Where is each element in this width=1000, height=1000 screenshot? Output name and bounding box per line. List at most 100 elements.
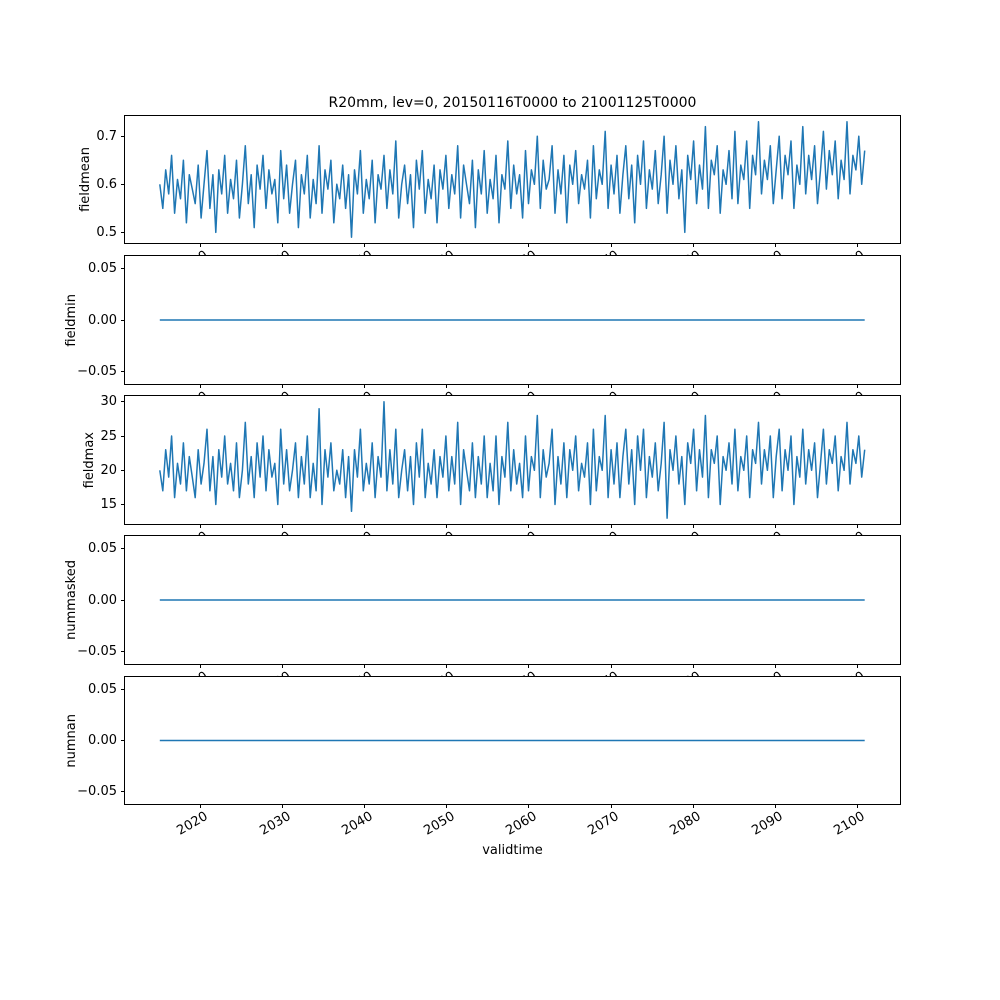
numnan-plot-area (159, 739, 865, 742)
x-tick-mark (692, 243, 694, 247)
x-tick-mark (282, 664, 284, 668)
x-tick-mark (610, 664, 612, 668)
x-tick-mark (528, 804, 530, 808)
fieldmax-series-line (159, 401, 866, 519)
x-tick-label: 2090 (749, 809, 786, 839)
y-tick-label: 25 (100, 428, 117, 444)
x-tick-mark (200, 243, 202, 247)
subplot-fieldmean: fieldmean 0.50.60.7202020302040205020602… (78, 115, 901, 278)
x-tick-mark (774, 243, 776, 247)
y-tick-label: 15 (100, 496, 117, 512)
x-tick-mark (282, 524, 284, 528)
subplot-nummasked: nummasked −0.050.000.0520202030204020502… (64, 535, 901, 699)
x-tick-label: 2020 (174, 809, 212, 839)
y-tick-mark (121, 435, 125, 437)
y-tick-mark (121, 503, 125, 505)
x-tick-mark (364, 384, 366, 388)
x-tick-mark (364, 524, 366, 528)
y-tick-label: 0.05 (88, 541, 117, 557)
y-tick-mark (121, 740, 125, 741)
x-tick-mark (364, 804, 366, 808)
x-tick-label: 2050 (421, 809, 458, 839)
y-tick-mark (121, 401, 125, 403)
y-tick-label: 0.6 (96, 176, 117, 192)
y-tick-mark (121, 370, 125, 372)
subplot-fieldmin: fieldmin −0.050.000.05202020302040205020… (64, 255, 901, 419)
x-tick-mark (774, 804, 776, 808)
y-tick-mark (121, 268, 125, 270)
x-tick-mark (610, 524, 612, 528)
y-tick-label: −0.05 (77, 783, 117, 799)
x-tick-mark (446, 804, 448, 808)
x-tick-mark (856, 664, 858, 668)
fieldmean-series-line (159, 121, 866, 238)
x-tick-label: 2060 (503, 809, 540, 839)
y-tick-mark (121, 599, 125, 601)
fieldmin-plot-area (159, 319, 865, 321)
x-tick-mark (446, 524, 448, 528)
y-tick-mark (121, 183, 125, 185)
x-tick-mark (610, 384, 612, 388)
x-tick-mark (282, 243, 284, 247)
y-tick-mark (121, 469, 125, 471)
x-tick-mark (528, 664, 530, 668)
x-tick-mark (692, 664, 694, 668)
x-tick-mark (774, 524, 776, 528)
y-tick-mark (121, 231, 125, 233)
x-tick-mark (446, 243, 448, 247)
x-tick-label: 2040 (339, 809, 376, 839)
x-tick-mark (692, 804, 694, 808)
x-tick-label: 2080 (667, 809, 704, 839)
x-tick-mark (282, 384, 284, 388)
y-tick-label: 0.00 (88, 592, 117, 608)
subplot-numnan: numnan −0.05 0.00 0.05 2020 2030 2040 2050 2060… (64, 676, 901, 839)
x-tick-mark (856, 524, 858, 528)
y-tick-mark (121, 135, 125, 137)
subplot-fieldmax: fieldmax 1520253020202030204020502060207… (82, 394, 901, 559)
nummasked-plot-area (159, 599, 865, 601)
y-tick-label: 0.05 (88, 261, 117, 277)
y-tick-mark (121, 790, 125, 792)
x-tick-mark (282, 804, 284, 808)
y-tick-mark (121, 689, 125, 691)
x-axis-title: validtime (482, 843, 543, 858)
y-tick-mark (121, 548, 125, 550)
x-tick-mark (774, 384, 776, 388)
x-tick-mark (200, 524, 202, 528)
x-tick-mark (364, 664, 366, 668)
x-tick-label: 2100 (831, 809, 868, 839)
x-tick-mark (200, 664, 202, 668)
fieldmax-plot-area (159, 401, 866, 519)
x-tick-mark (692, 524, 694, 528)
x-tick-mark (610, 804, 612, 808)
x-tick-mark (446, 384, 448, 388)
chart-title: R20mm, lev=0, 20150116T0000 to 21001125T… (328, 95, 697, 111)
x-tick-mark (856, 384, 858, 388)
x-tick-mark (692, 384, 694, 388)
y-tick-label: −0.05 (77, 643, 117, 659)
x-tick-mark (610, 243, 612, 247)
x-tick-mark (528, 243, 530, 247)
y-tick-label: 30 (100, 394, 117, 410)
x-tick-mark (364, 243, 366, 247)
x-tick-mark (856, 804, 858, 808)
y-tick-label: −0.05 (77, 363, 117, 379)
x-tick-label: 2070 (585, 809, 622, 839)
x-tick-mark (774, 664, 776, 668)
x-tick-mark (528, 384, 530, 388)
x-tick-mark (200, 804, 202, 808)
x-tick-mark (200, 384, 202, 388)
x-tick-mark (856, 243, 858, 247)
y-tick-label: 0.00 (88, 312, 117, 328)
fieldmean-plot-area (159, 121, 866, 238)
y-tick-label: 20 (100, 462, 117, 478)
x-tick-mark (446, 664, 448, 668)
y-tick-mark (121, 650, 125, 652)
x-tick-label: 2030 (256, 809, 294, 839)
y-tick-mark (121, 319, 125, 321)
x-tick-mark (528, 524, 530, 528)
y-tick-label: 0.7 (96, 128, 117, 144)
y-tick-label: 0.5 (96, 224, 117, 240)
y-tick-label: 0.05 (88, 682, 117, 698)
